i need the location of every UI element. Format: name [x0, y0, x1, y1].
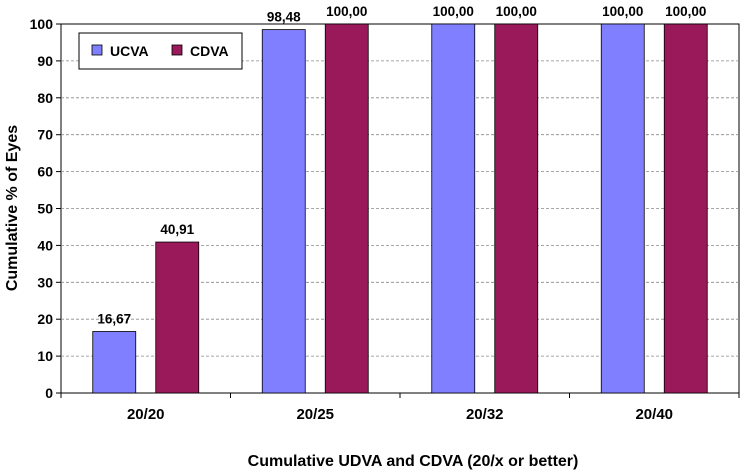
bar-ucva [600, 23, 645, 394]
y-tick-label: 100 [30, 16, 54, 32]
legend-label-cdva: CDVA [190, 43, 229, 59]
x-tick-label: 20/20 [127, 406, 165, 423]
y-tick-label: 40 [37, 237, 53, 253]
bar-cdva [494, 23, 539, 394]
legend-swatch-cdva [171, 44, 183, 56]
data-labels: 16,67 40,91 98,48 100,00 100,00 100,00 100,00 1… [97, 4, 706, 326]
data-label: 100,00 [496, 4, 537, 19]
bar-cdva [324, 23, 369, 394]
axes: 0 10 20 30 40 50 60 70 80 90 100 20/20 20/25 20/32 20/… [30, 16, 740, 423]
y-tick-label: 10 [37, 348, 53, 364]
y-tick-label: 50 [37, 201, 53, 217]
x-tick-label: 20/25 [296, 406, 334, 423]
bar-cdva [663, 23, 708, 394]
x-tick-label: 20/32 [466, 406, 504, 423]
bars [92, 23, 708, 394]
x-axis-title: Cumulative UDVA and CDVA (20/x or better… [248, 453, 579, 470]
bar-ucva [431, 23, 476, 394]
bar-cdva [155, 241, 200, 394]
data-label: 100,00 [433, 4, 474, 19]
data-label: 16,67 [97, 311, 131, 326]
y-tick-label: 20 [37, 311, 53, 327]
bar-ucva [261, 29, 306, 394]
legend: UCVA CDVA [78, 32, 243, 70]
data-label: 100,00 [326, 4, 367, 19]
data-label: 100,00 [602, 4, 643, 19]
y-tick-label: 80 [37, 90, 53, 106]
legend-swatch-ucva [91, 44, 103, 56]
y-tick-label: 90 [37, 53, 53, 69]
legend-box [78, 32, 243, 70]
x-tick-label: 20/40 [635, 406, 673, 423]
data-label: 98,48 [267, 10, 301, 25]
y-tick-label: 30 [37, 274, 53, 290]
y-tick-label: 60 [37, 164, 53, 180]
y-tick-label: 70 [37, 127, 53, 143]
y-axis-title: Cumulative % of Eyes [4, 125, 21, 291]
legend-label-ucva: UCVA [110, 43, 149, 59]
y-tick-label: 0 [45, 385, 53, 401]
bar-ucva [92, 331, 137, 394]
data-label: 100,00 [665, 4, 706, 19]
data-label: 40,91 [160, 222, 194, 237]
